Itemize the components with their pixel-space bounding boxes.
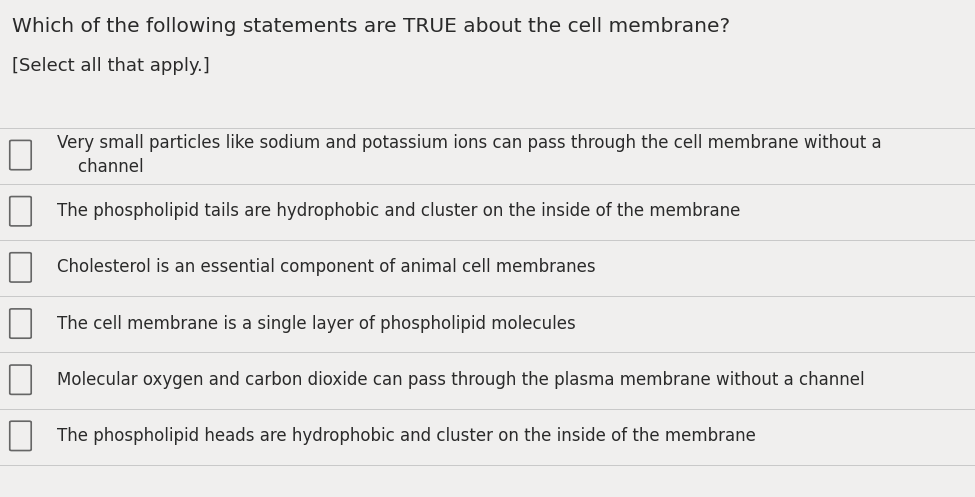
- Text: Molecular oxygen and carbon dioxide can pass through the plasma membrane without: Molecular oxygen and carbon dioxide can …: [57, 371, 864, 389]
- Text: [Select all that apply.]: [Select all that apply.]: [12, 57, 210, 75]
- Text: The phospholipid tails are hydrophobic and cluster on the inside of the membrane: The phospholipid tails are hydrophobic a…: [57, 202, 740, 220]
- Text: Which of the following statements are TRUE about the cell membrane?: Which of the following statements are TR…: [12, 17, 730, 36]
- Text: Very small particles like sodium and potassium ions can pass through the cell me: Very small particles like sodium and pot…: [57, 134, 881, 176]
- Text: Cholesterol is an essential component of animal cell membranes: Cholesterol is an essential component of…: [57, 258, 595, 276]
- Text: The phospholipid heads are hydrophobic and cluster on the inside of the membrane: The phospholipid heads are hydrophobic a…: [57, 427, 756, 445]
- Text: The cell membrane is a single layer of phospholipid molecules: The cell membrane is a single layer of p…: [57, 315, 575, 332]
